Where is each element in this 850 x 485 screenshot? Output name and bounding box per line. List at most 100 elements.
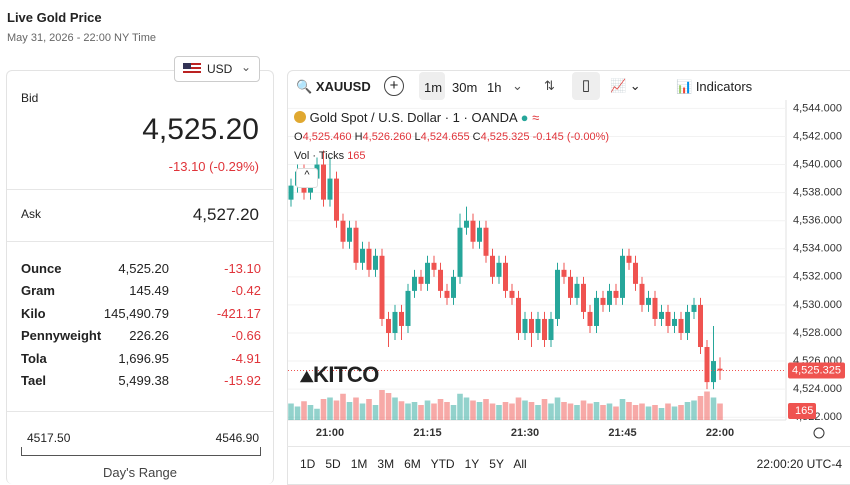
interval[interactable]: 30m <box>452 80 478 95</box>
clock: 22:00:20 UTC-4 <box>756 457 842 471</box>
interval[interactable]: 1h <box>487 80 502 95</box>
legend-ohlc: O4,525.460 H4,526.260 L4,524.655 C4,525.… <box>294 131 609 143</box>
candle-body <box>698 304 703 348</box>
add-button[interactable]: + <box>384 76 404 96</box>
symbol-text: XAUUSD <box>315 79 371 94</box>
y-tick-label: 4,544.000 <box>793 102 842 114</box>
indicators-text: Indicators <box>695 79 753 94</box>
candle-body <box>704 347 710 383</box>
symbol[interactable]: 🔍 XAUUSD <box>296 79 371 94</box>
candle-body <box>340 220 346 242</box>
range-button[interactable]: YTD <box>430 457 455 471</box>
candle-body <box>535 318 541 333</box>
dropdown[interactable]: ⌄ <box>512 78 523 93</box>
change: -0.145 (-0.00%) <box>532 131 610 143</box>
candle-body <box>665 311 671 326</box>
range-bar <box>21 447 261 456</box>
unit-price: 145.49 <box>129 283 169 298</box>
candle-body <box>587 311 593 326</box>
candle-body <box>600 297 606 305</box>
candle-body <box>457 227 463 277</box>
candle-body <box>353 227 359 263</box>
volume-bar <box>346 402 353 420</box>
candle-body <box>607 290 612 305</box>
y-tick-label: 4,530.000 <box>793 299 842 311</box>
o-value: 4,525.460 <box>302 131 352 143</box>
unit-price: 4,525.20 <box>118 261 169 276</box>
currency-select[interactable]: USD ⌄ <box>174 56 260 82</box>
y-tick-label: 4,540.000 <box>793 158 842 170</box>
volume-bar <box>554 397 561 420</box>
range-high: 4546.90 <box>215 431 259 445</box>
volume-bar <box>697 396 704 420</box>
y-tick-label: 4,542.000 <box>793 130 842 142</box>
volume-bar <box>567 403 574 420</box>
unit-row: Kilo 145,490.79 -421.17 <box>21 306 261 326</box>
unit-change: -13.10 <box>224 261 261 276</box>
x-tick-label: 21:15 <box>413 427 441 439</box>
chart-style[interactable]: 📈 ⌄ <box>610 78 641 93</box>
collapse-button[interactable]: ^ <box>296 168 318 188</box>
volume-bar <box>652 405 658 420</box>
range-button[interactable]: 5Y <box>489 457 504 471</box>
range-label: Day's Range <box>102 465 178 480</box>
compare-button[interactable]: ⇅ <box>544 78 555 93</box>
candle-body <box>516 297 521 333</box>
candle-body <box>477 227 482 242</box>
unit-price: 145,490.79 <box>103 306 169 321</box>
candle-body <box>366 248 372 270</box>
range-button[interactable]: 6M <box>404 457 421 471</box>
currency: USD <box>207 62 233 76</box>
vol: Vol · Ticks <box>294 150 345 162</box>
candle-body <box>444 290 450 298</box>
candle-body <box>717 368 723 371</box>
range-button[interactable]: 3M <box>377 457 395 471</box>
volume-bar <box>353 397 359 420</box>
candle-body <box>451 276 456 298</box>
candle-body <box>711 361 716 383</box>
o: O <box>294 131 303 143</box>
volume-bar <box>320 399 327 420</box>
volume-bar <box>548 403 554 420</box>
chart-type-button[interactable]: ▯ <box>572 72 600 100</box>
volume-bar <box>580 400 587 420</box>
ask-value: 4,527.20 <box>192 205 259 224</box>
candle-body <box>548 318 554 340</box>
range-button[interactable]: 1Y <box>464 457 480 471</box>
indicators-button[interactable]: 📊 Indicators <box>676 79 753 94</box>
l-value: 4,524.655 <box>420 131 470 143</box>
unit-row: Ounce 4,525.20 -13.10 <box>21 261 261 281</box>
range-button[interactable]: All <box>513 457 527 471</box>
legend-volume: Vol · Ticks 165 <box>294 150 366 162</box>
range-button[interactable]: 1M <box>350 457 368 471</box>
volume-bar <box>502 402 509 420</box>
price-card: Bid 4,525.20 -13.10 (-0.29%) Ask 4,527.2… <box>6 70 274 484</box>
candle-body <box>483 227 489 256</box>
range-button[interactable]: 1D <box>300 457 316 471</box>
x-tick-label: 21:30 <box>511 427 539 439</box>
bid-change: -13.10 (-0.29%) <box>168 159 259 174</box>
volume-bar <box>684 402 691 420</box>
volume-bar <box>301 401 307 420</box>
volume-tag <box>788 403 816 419</box>
volume-bar <box>613 406 619 420</box>
candle-body <box>360 248 365 263</box>
candle-body <box>522 318 528 333</box>
y-tick-label: 4,532.000 <box>793 271 842 283</box>
legend-title: Gold Spot / U.S. Dollar · 1 · OANDA ● ≈ <box>294 110 539 125</box>
volume-bar <box>645 406 652 420</box>
volume-bar <box>632 405 639 420</box>
volume-bar <box>288 403 294 420</box>
last-price-tag <box>788 362 845 379</box>
candle-body <box>418 276 424 284</box>
interval[interactable]: 1m <box>424 80 443 95</box>
unit-row: Gram 145.49 -0.42 <box>21 283 261 303</box>
volume-bar <box>639 403 645 420</box>
last-price-label: 4,525.325 <box>792 364 841 376</box>
range-button[interactable]: 5D <box>325 457 341 471</box>
x-tick-label: 22:00 <box>706 427 734 439</box>
candle-body <box>464 220 469 228</box>
candle-body <box>561 269 567 277</box>
volume-bar <box>593 402 600 420</box>
